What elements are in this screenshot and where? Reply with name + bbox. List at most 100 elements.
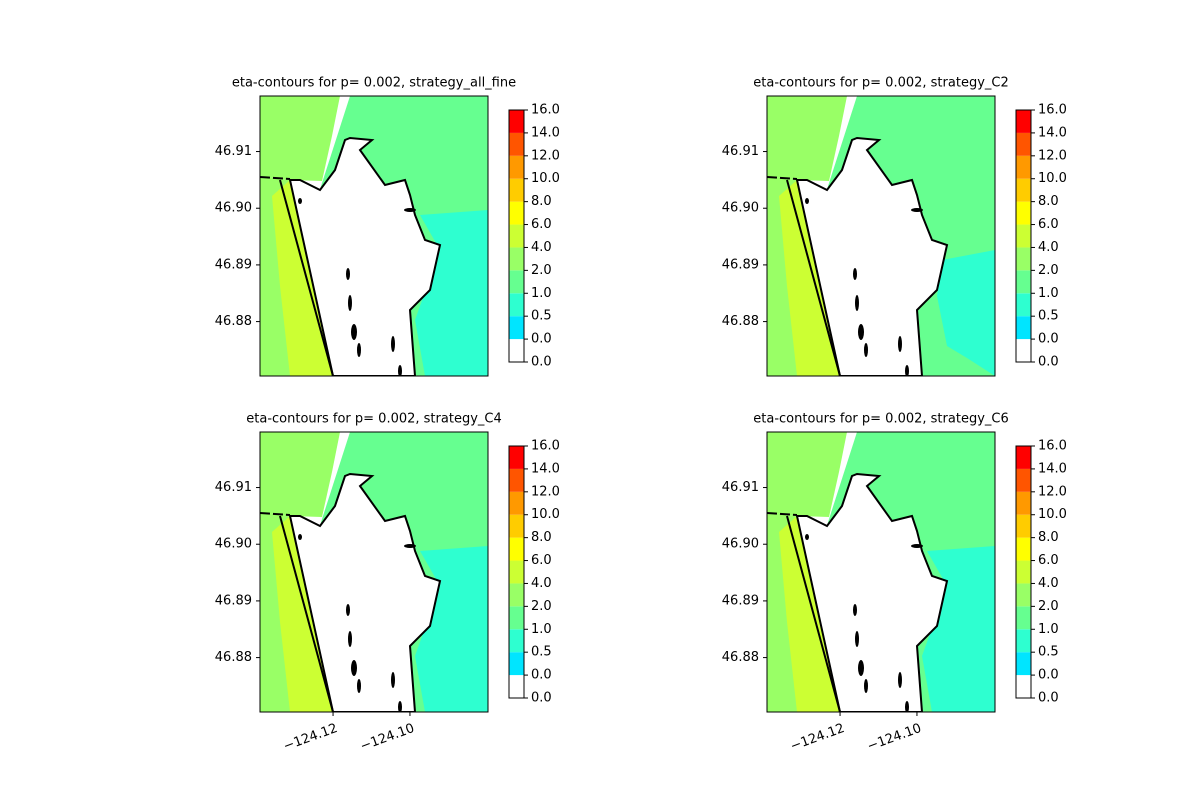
axes-frame <box>259 431 489 713</box>
region <box>779 180 840 376</box>
y-tick-label: 46.88 <box>215 314 252 329</box>
colorbar-band <box>1016 652 1031 676</box>
x-tick-label: −124.12 <box>281 721 339 754</box>
x-tick-label: −124.12 <box>788 721 846 754</box>
colorbar-tick-label: 1.0 <box>1038 286 1059 301</box>
axes-frame <box>766 95 996 377</box>
colorbar-tick-label: 0.0 <box>531 332 552 347</box>
island <box>398 365 402 376</box>
island <box>298 534 302 540</box>
colorbar-band <box>1016 339 1031 362</box>
y-tick-label: 46.89 <box>722 593 759 608</box>
colorbar-frame <box>508 109 525 363</box>
island <box>348 631 352 647</box>
colorbar-band <box>1016 155 1031 179</box>
map <box>766 95 996 377</box>
colorbar-band <box>509 606 524 630</box>
y-tick-label: 46.90 <box>722 537 759 552</box>
island <box>348 295 352 311</box>
coastline <box>260 176 291 180</box>
island <box>805 198 809 204</box>
colorbar-tick-label: 0.0 <box>531 691 552 706</box>
colorbar-band <box>509 583 524 607</box>
colorbar-band <box>509 316 524 340</box>
island <box>351 324 357 340</box>
colorbar-tick-label: 2.0 <box>1038 263 1059 278</box>
island <box>346 604 350 616</box>
colorbar-tick-label: 6.0 <box>1038 217 1059 232</box>
island <box>898 336 902 352</box>
colorbar-band <box>1016 224 1031 248</box>
colorbar-band <box>509 675 524 698</box>
region <box>415 546 488 712</box>
colorbar-band <box>509 339 524 362</box>
colorbar-band <box>509 537 524 561</box>
y-tick-label: 46.91 <box>722 144 759 159</box>
y-tick-label: 46.89 <box>722 257 759 272</box>
axes-frame <box>259 95 489 377</box>
colorbar-tick-label: 0.5 <box>1038 645 1059 660</box>
colorbar-band <box>1016 514 1031 538</box>
y-tick-label: 46.88 <box>722 314 759 329</box>
land <box>795 136 949 376</box>
colorbar-band <box>1016 316 1031 340</box>
colorbar-frame <box>1015 445 1032 699</box>
colorbar-band <box>1016 675 1031 698</box>
colorbar-tick-label: 1.0 <box>1038 622 1059 637</box>
colorbar-tick-label: 4.0 <box>531 240 552 255</box>
colorbar-tick-label: 8.0 <box>531 194 552 209</box>
region <box>922 546 995 712</box>
region <box>767 432 847 517</box>
colorbar-band <box>509 560 524 584</box>
colorbar-tick-label: 1.0 <box>531 286 552 301</box>
map-area <box>260 432 488 712</box>
colorbar-tick-label: 2.0 <box>1038 599 1059 614</box>
colorbar-band <box>1016 293 1031 317</box>
colorbar-band <box>1016 247 1031 271</box>
colorbar-band <box>509 446 524 469</box>
colorbar-tick-label: 0.0 <box>531 668 552 683</box>
land <box>795 472 949 712</box>
colorbar-band <box>509 652 524 676</box>
map <box>259 95 489 377</box>
colorbar-tick-label: 14.0 <box>1038 125 1067 140</box>
colorbar-tick-label: 4.0 <box>1038 576 1059 591</box>
x-tick-label: −124.10 <box>358 721 416 754</box>
region <box>937 250 995 376</box>
colorbar-band <box>1016 560 1031 584</box>
coastline <box>279 515 334 712</box>
island <box>898 672 902 688</box>
colorbar-tick-label: 2.0 <box>531 599 552 614</box>
land <box>288 472 442 712</box>
colorbar-band <box>1016 606 1031 630</box>
colorbar-tick-label: 1.0 <box>531 622 552 637</box>
island <box>398 701 402 712</box>
y-tick-label: 46.90 <box>722 201 759 216</box>
colorbar-tick-label: 6.0 <box>1038 553 1059 568</box>
colorbar-frame <box>508 445 525 699</box>
region <box>767 96 847 181</box>
colorbar-band <box>509 132 524 156</box>
colorbar-band <box>509 629 524 653</box>
island <box>864 343 868 357</box>
colorbar-tick-label: 16.0 <box>531 439 560 454</box>
chart-title: eta-contours for p= 0.002, strategy_C6 <box>753 412 1008 427</box>
colorbar-tick-label: 14.0 <box>1038 461 1067 476</box>
colorbar-tick-label: 0.5 <box>531 645 552 660</box>
region <box>272 180 333 376</box>
coastline <box>767 512 798 516</box>
x-tick-label: −124.10 <box>865 721 923 754</box>
colorbar-band <box>1016 629 1031 653</box>
colorbar-tick-label: 16.0 <box>531 103 560 118</box>
island <box>404 208 416 212</box>
colorbar-frame <box>1015 109 1032 363</box>
colorbar-band <box>509 247 524 271</box>
y-tick-label: 46.90 <box>215 201 252 216</box>
region <box>260 96 340 181</box>
colorbar-band <box>509 178 524 202</box>
colorbar-tick-label: 10.0 <box>1038 171 1067 186</box>
colorbar-tick-label: 0.0 <box>1038 332 1059 347</box>
island <box>905 701 909 712</box>
colorbar-tick-label: 8.0 <box>531 530 552 545</box>
